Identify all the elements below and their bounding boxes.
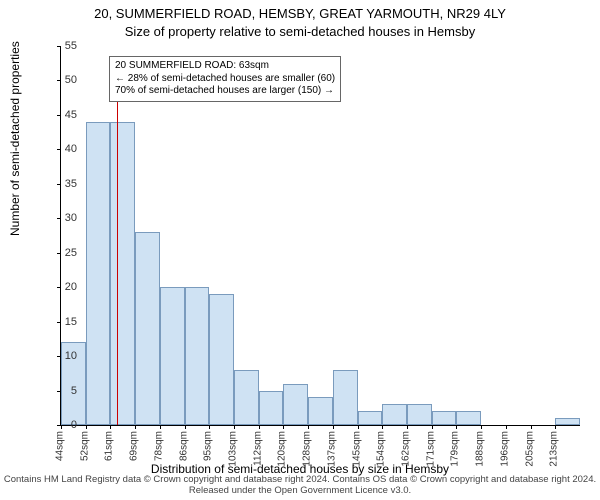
marker-line	[117, 80, 118, 425]
x-tick-label: 44sqm	[55, 431, 66, 461]
x-tick-label: 205sqm	[524, 431, 535, 467]
y-tick-label: 10	[47, 350, 77, 362]
histogram-bar	[86, 122, 111, 425]
x-tick-label: 128sqm	[302, 431, 313, 467]
x-tick-label: 154sqm	[376, 431, 387, 467]
histogram-bar	[259, 391, 284, 425]
y-tick-label: 45	[47, 109, 77, 121]
chart-container: 20, SUMMERFIELD ROAD, HEMSBY, GREAT YARM…	[0, 0, 600, 500]
histogram-bar	[160, 287, 185, 425]
x-tick-mark	[555, 425, 556, 429]
histogram-bar	[110, 122, 135, 425]
x-tick-mark	[259, 425, 260, 429]
histogram-bar	[283, 384, 308, 425]
x-tick-label: 86sqm	[178, 431, 189, 461]
plot-area: 20 SUMMERFIELD ROAD: 63sqm ← 28% of semi…	[60, 46, 580, 426]
x-tick-label: 112sqm	[252, 431, 263, 466]
x-tick-mark	[432, 425, 433, 429]
histogram-bar	[234, 370, 259, 425]
y-tick-label: 15	[47, 316, 77, 328]
histogram-bar	[456, 411, 481, 425]
y-tick-label: 40	[47, 143, 77, 155]
x-tick-mark	[110, 425, 111, 429]
x-tick-label: 196sqm	[499, 431, 510, 467]
annotation-line-2: ← 28% of semi-detached houses are smalle…	[115, 73, 335, 86]
histogram-bar	[432, 411, 457, 425]
x-tick-label: 52sqm	[79, 431, 90, 461]
x-tick-mark	[135, 425, 136, 429]
histogram-bar	[407, 404, 432, 425]
x-tick-mark	[407, 425, 408, 429]
histogram-bar	[308, 397, 333, 425]
x-tick-label: 171sqm	[425, 431, 436, 467]
histogram-bar	[358, 411, 383, 425]
y-tick-label: 50	[47, 74, 77, 86]
histogram-bar	[135, 232, 160, 425]
y-tick-label: 25	[47, 247, 77, 259]
x-tick-mark	[185, 425, 186, 429]
annotation-line-3: 70% of semi-detached houses are larger (…	[115, 85, 335, 98]
y-tick-label: 20	[47, 281, 77, 293]
y-tick-label: 55	[47, 40, 77, 52]
x-tick-mark	[234, 425, 235, 429]
x-tick-label: 137sqm	[326, 431, 337, 467]
x-tick-mark	[358, 425, 359, 429]
x-tick-label: 145sqm	[351, 431, 362, 467]
x-tick-label: 95sqm	[203, 431, 214, 461]
x-tick-mark	[382, 425, 383, 429]
x-tick-mark	[481, 425, 482, 429]
y-tick-label: 5	[47, 385, 77, 397]
x-tick-mark	[283, 425, 284, 429]
x-tick-mark	[531, 425, 532, 429]
x-tick-label: 78sqm	[153, 431, 164, 461]
x-tick-mark	[160, 425, 161, 429]
x-tick-mark	[86, 425, 87, 429]
x-tick-label: 213sqm	[549, 431, 560, 467]
x-tick-label: 162sqm	[401, 431, 412, 467]
histogram-bar	[333, 370, 358, 425]
x-tick-label: 61sqm	[104, 431, 115, 461]
x-tick-mark	[506, 425, 507, 429]
title-line-2: Size of property relative to semi-detach…	[0, 24, 600, 39]
x-tick-label: 69sqm	[129, 431, 140, 461]
annotation-line-1: 20 SUMMERFIELD ROAD: 63sqm	[115, 60, 335, 73]
x-tick-label: 103sqm	[228, 431, 239, 467]
y-tick-label: 30	[47, 212, 77, 224]
x-tick-label: 120sqm	[277, 431, 288, 467]
title-line-1: 20, SUMMERFIELD ROAD, HEMSBY, GREAT YARM…	[0, 6, 600, 21]
y-axis-label: Number of semi-detached properties	[8, 41, 22, 236]
x-tick-mark	[209, 425, 210, 429]
x-tick-mark	[333, 425, 334, 429]
histogram-bar	[209, 294, 234, 425]
x-tick-label: 188sqm	[475, 431, 486, 467]
x-tick-mark	[456, 425, 457, 429]
copyright-text: Contains HM Land Registry data © Crown c…	[0, 474, 600, 496]
annotation-box: 20 SUMMERFIELD ROAD: 63sqm ← 28% of semi…	[109, 56, 341, 102]
y-tick-label: 35	[47, 178, 77, 190]
x-tick-mark	[308, 425, 309, 429]
histogram-bar	[185, 287, 210, 425]
x-tick-label: 179sqm	[450, 431, 461, 467]
histogram-bar	[555, 418, 580, 425]
y-tick-label: 0	[47, 419, 77, 431]
histogram-bar	[382, 404, 407, 425]
